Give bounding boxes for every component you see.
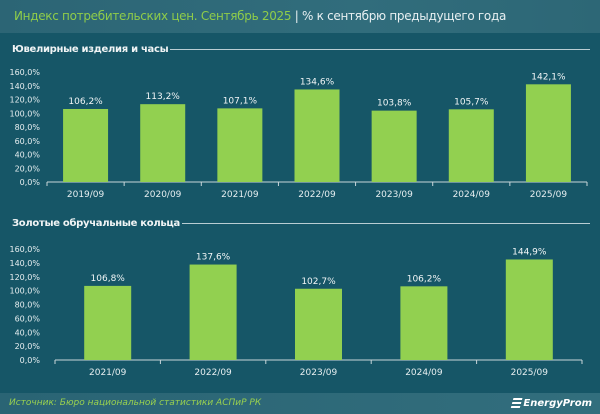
data-label: 105,7% [454,97,489,107]
y-tick-label: 80,0% [15,123,41,132]
source: Источник: Бюро национальной статистики А… [9,398,262,408]
bar [63,108,109,182]
bar [505,259,553,360]
data-label: 137,6% [196,253,231,263]
title: Индекс потребительских цен. Сентябрь 202… [14,9,292,23]
logo: EnergyProm [510,393,592,414]
chart-rings: 0,0% 20,0% 40,0% 60,0% 80,0% 100,0% 120,0% 140,… [9,245,583,378]
bar [217,108,263,182]
y-tick-label: 120,0% [9,96,40,105]
x-tick-label: 2025/09 [511,368,549,378]
data-label: 134,6% [300,77,335,87]
y-tick-label: 20,0% [15,164,41,173]
logo-icon [510,398,523,409]
section-title-rings: Золотые обручальные кольца [12,218,590,229]
divider [170,49,590,50]
y-tick-label: 140,0% [9,259,40,268]
bar [525,84,571,182]
separator: | [294,9,299,23]
divider [181,223,590,224]
data-label: 102,7% [301,277,336,287]
bar [400,286,448,360]
header: Индекс потребительских цен. Сентябрь 202… [0,0,600,33]
bar [84,285,132,360]
y-tick-label: 120,0% [9,273,40,282]
y-tick-label: 0,0% [20,356,41,365]
y-tick-label: 140,0% [9,82,40,91]
bar [140,104,186,182]
chart1-title: Ювелирные изделия и часы [12,44,169,55]
x-tick-label: 2024/09 [453,190,491,200]
bar [371,110,417,182]
x-tick-label: 2021/09 [89,368,127,378]
subtitle: % к сентябрю предыдущего года [301,9,506,23]
footer: Источник: Бюро национальной статистики А… [0,393,600,414]
x-tick-label: 2023/09 [375,190,413,200]
x-tick-label: 2019/09 [67,190,105,200]
y-tick-label: 100,0% [9,287,40,296]
y-tick-label: 160,0% [9,68,40,77]
chart2-title: Золотые обручальные кольца [12,218,180,229]
data-label: 107,1% [223,96,258,106]
bar [294,89,340,182]
chart-jewelry: 0,0% 20,0% 40,0% 60,0% 80,0% 100,0% 120,0% 140,… [9,68,588,200]
y-tick-label: 60,0% [15,314,41,323]
x-tick-label: 2024/09 [405,368,443,378]
y-tick-label: 80,0% [15,301,41,310]
y-tick-label: 100,0% [9,109,40,118]
bar [448,109,494,182]
data-label: 142,1% [531,72,566,82]
data-label: 144,9% [512,247,547,257]
x-tick-label: 2020/09 [144,190,182,200]
x-tick-label: 2023/09 [300,368,338,378]
x-tick-label: 2022/09 [194,368,232,378]
x-tick-label: 2022/09 [298,190,336,200]
data-label: 106,2% [68,97,103,107]
y-tick-label: 0,0% [20,178,41,187]
y-tick-label: 20,0% [15,342,41,351]
data-label: 103,8% [377,99,412,109]
x-tick-label: 2025/09 [530,190,568,200]
data-label: 113,2% [146,92,181,102]
data-label: 106,8% [91,274,126,284]
y-tick-label: 40,0% [15,328,41,337]
x-tick-label: 2021/09 [221,190,259,200]
data-label: 106,2% [407,274,442,284]
y-tick-label: 60,0% [15,137,41,146]
y-tick-label: 160,0% [9,245,40,254]
bar [189,264,237,360]
bar [295,288,342,360]
y-tick-label: 40,0% [15,151,41,160]
section-title-jewelry: Ювелирные изделия и часы [12,44,590,55]
